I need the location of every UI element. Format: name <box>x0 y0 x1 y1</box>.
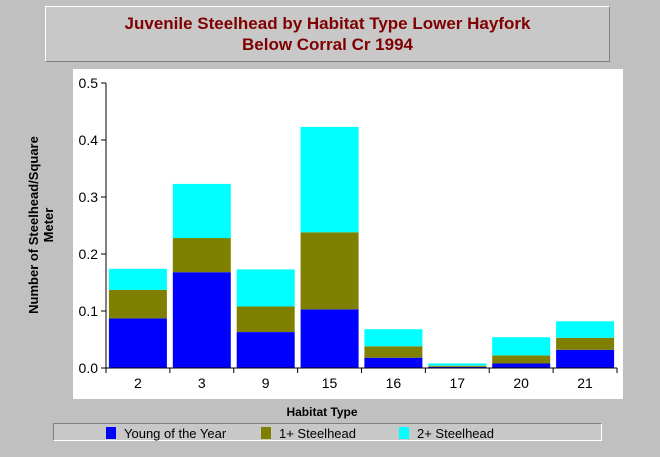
legend: Young of the Year 1+ Steelhead 2+ Steelh… <box>53 423 602 441</box>
bar-16-series-0 <box>364 357 423 368</box>
bar-16-series-1 <box>364 346 423 358</box>
bar-9-series-0 <box>236 332 295 368</box>
legend-label-1plus-steelhead: 1+ Steelhead <box>279 425 356 441</box>
x-tick-label-3: 3 <box>198 375 206 391</box>
x-tick-label-17: 17 <box>450 375 466 391</box>
x-axis-label: Habitat Type <box>286 405 357 419</box>
bar-17-series-1 <box>428 365 487 367</box>
bar-15-series-2 <box>300 126 359 233</box>
y-tick-label-5: 0.5 <box>79 75 99 91</box>
y-tick-label-0: 0.0 <box>79 360 99 376</box>
axes-group: 0.0 0.1 0.2 0.3 0.4 0.5 2 3 9 15 16 17 20 21 <box>79 75 618 391</box>
bar-20-series-0 <box>492 363 551 368</box>
x-tick-label-9: 9 <box>262 375 270 391</box>
bar-21-series-2 <box>556 321 615 338</box>
x-tick-label-2: 2 <box>134 375 142 391</box>
legend-item-young-of-the-year: Young of the Year <box>106 425 226 441</box>
bar-9-series-2 <box>236 269 295 307</box>
x-tick-label-15: 15 <box>322 375 338 391</box>
legend-swatch-young-of-the-year <box>106 427 116 439</box>
bar-20-series-2 <box>492 337 551 356</box>
bar-3-series-2 <box>172 183 231 239</box>
bar-2-series-0 <box>108 318 167 368</box>
bar-21-series-0 <box>556 349 615 368</box>
bar-21-series-1 <box>556 337 615 350</box>
legend-label-2plus-steelhead: 2+ Steelhead <box>417 425 494 441</box>
y-tick-label-1: 0.1 <box>79 303 99 319</box>
bar-2-series-2 <box>108 268 167 290</box>
bar-2-series-1 <box>108 289 167 319</box>
chart-title-box: Juvenile Steelhead by Habitat Type Lower… <box>45 6 610 62</box>
legend-swatch-2plus-steelhead <box>399 427 409 439</box>
bar-15-series-1 <box>300 232 359 310</box>
bar-20-series-1 <box>492 355 551 364</box>
bar-16-series-2 <box>364 329 423 347</box>
bars-group <box>108 126 615 368</box>
chart-title-line2: Below Corral Cr 1994 <box>241 35 413 54</box>
x-tick-label-21: 21 <box>577 375 593 391</box>
bar-17-series-2 <box>428 363 487 366</box>
y-axis-label-line1: Number of Steelhead/Square <box>26 136 41 314</box>
bar-3-series-1 <box>172 238 231 273</box>
legend-item-1plus-steelhead: 1+ Steelhead <box>261 425 356 441</box>
legend-item-2plus-steelhead: 2+ Steelhead <box>399 425 494 441</box>
y-tick-label-3: 0.3 <box>79 189 99 205</box>
chart-title-line1: Juvenile Steelhead by Habitat Type Lower… <box>124 14 531 33</box>
bar-15-series-0 <box>300 309 359 368</box>
legend-swatch-1plus-steelhead <box>261 427 271 439</box>
legend-label-young-of-the-year: Young of the Year <box>124 425 227 441</box>
bar-3-series-0 <box>172 272 231 368</box>
bar-9-series-1 <box>236 306 295 332</box>
y-tick-label-4: 0.4 <box>79 132 99 148</box>
bar-17-series-0 <box>428 366 487 368</box>
y-tick-label-2: 0.2 <box>79 246 99 262</box>
x-tick-label-16: 16 <box>386 375 402 391</box>
y-axis-label-line2: Meter <box>41 208 56 243</box>
x-tick-label-20: 20 <box>513 375 529 391</box>
